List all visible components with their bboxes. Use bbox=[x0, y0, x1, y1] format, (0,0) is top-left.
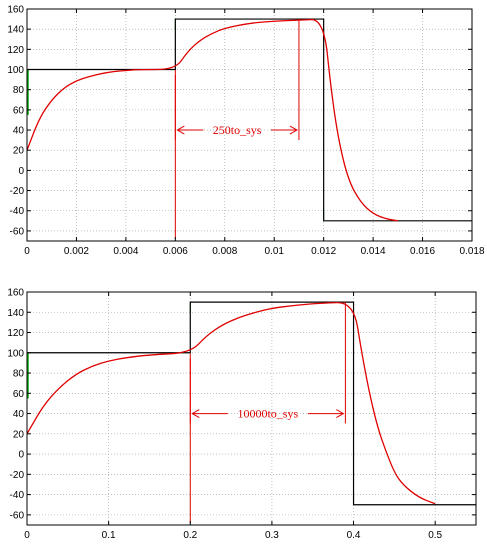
y-tick-label: 80 bbox=[13, 85, 25, 96]
x-tick-label: 0.5 bbox=[428, 530, 442, 541]
x-tick-label: 0.004 bbox=[113, 246, 138, 257]
y-tick-label: 40 bbox=[13, 126, 25, 137]
y-tick-label: 100 bbox=[7, 65, 24, 76]
x-tick-label: 0.016 bbox=[410, 246, 435, 257]
y-tick-label: 20 bbox=[13, 146, 25, 157]
chart-panel-2: 10000to_sys 0 0.1 0.2 0.3 0.4 0.5 -60 -40 -20 0 20 4… bbox=[7, 288, 477, 541]
y-tick-label: 40 bbox=[13, 409, 25, 420]
reference-series-line bbox=[27, 301, 476, 506]
y-tick-label: 80 bbox=[13, 369, 25, 380]
x-tick-label: 0.1 bbox=[102, 530, 116, 541]
x-tick-label: 0.2 bbox=[183, 530, 197, 541]
y-tick-label: 0 bbox=[18, 450, 24, 461]
annotation-arrowhead-right bbox=[336, 409, 345, 418]
x-tick-label: 0.002 bbox=[64, 246, 89, 257]
x-tick-label: 0.014 bbox=[361, 246, 386, 257]
y-tick-label: 120 bbox=[7, 328, 24, 339]
annotation-arrowhead-left bbox=[176, 125, 185, 135]
y-tick-label: 100 bbox=[7, 348, 24, 359]
x-tick-label: 0 bbox=[24, 246, 30, 257]
y-tick-label: -20 bbox=[10, 186, 25, 197]
annotation-label: 10000to_sys bbox=[237, 407, 298, 421]
y-tick-label: 0 bbox=[18, 166, 24, 177]
response-series-line bbox=[26, 18, 398, 222]
y-tick-label: 20 bbox=[13, 429, 25, 440]
plot-area bbox=[27, 9, 472, 241]
x-tick-label: 0.012 bbox=[311, 246, 336, 257]
y-tick-label: 60 bbox=[13, 389, 25, 400]
x-tick-label: 0 bbox=[24, 530, 30, 541]
y-tick-label: 60 bbox=[13, 105, 25, 116]
axes-frame bbox=[26, 8, 473, 242]
axes-frame bbox=[26, 291, 477, 526]
y-tick-label: -40 bbox=[10, 490, 25, 501]
y-tick-label: -40 bbox=[10, 206, 25, 217]
y-tick-label: -20 bbox=[10, 470, 25, 481]
y-tick-label: 140 bbox=[7, 25, 24, 36]
y-tick-label: 140 bbox=[7, 308, 24, 319]
plot-area bbox=[27, 292, 476, 525]
x-tick-label: 0.4 bbox=[347, 530, 361, 541]
annotation-arrowhead-right bbox=[289, 125, 298, 135]
y-tick-label: -60 bbox=[10, 226, 25, 237]
y-tick-label: 160 bbox=[7, 288, 24, 299]
x-tick-label: 0.3 bbox=[265, 530, 279, 541]
chart-panel-1: 250to_sys 0 0.002 0.004 0.006 0.008 0.01 0.012 0… bbox=[7, 5, 485, 258]
x-tick-label: 0.008 bbox=[212, 246, 237, 257]
x-tick-label: 0.018 bbox=[459, 246, 484, 257]
x-tick-label: 0.006 bbox=[163, 246, 188, 257]
y-tick-label: 120 bbox=[7, 45, 24, 56]
annotation-label: 250to_sys bbox=[213, 123, 262, 137]
y-tick-label: 160 bbox=[7, 5, 24, 16]
y-tick-label: -60 bbox=[10, 510, 25, 521]
response-series-line bbox=[26, 301, 436, 505]
annotation-arrowhead-left bbox=[191, 409, 200, 418]
x-tick-label: 0.01 bbox=[264, 246, 284, 257]
